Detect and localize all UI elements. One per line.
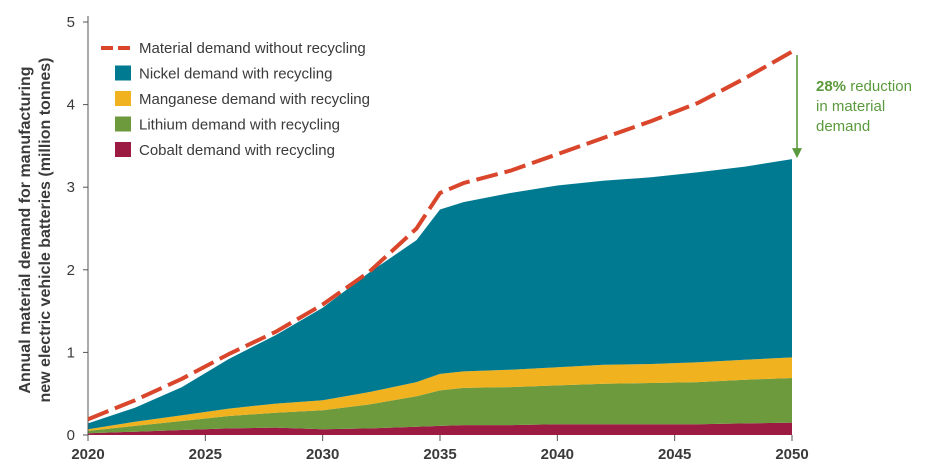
annotation-line-2: in material: [816, 98, 885, 115]
area-nickel: [88, 159, 792, 430]
y-axis-label: Annual material demand for manufacturing…: [17, 58, 54, 403]
y-tick-label: 5: [67, 14, 75, 31]
legend-swatch-cobalt: [115, 142, 131, 157]
y-axis-label-line: Annual material demand for manufacturing: [17, 66, 34, 393]
legend-entry-label: Nickel demand with recycling: [139, 66, 332, 83]
legend-swatch-manganese: [115, 91, 131, 106]
area-cobalt: [88, 422, 792, 435]
area-manganese: [88, 357, 792, 431]
legend-entry-label: Cobalt demand with recycling: [139, 142, 335, 159]
area-lithium: [88, 378, 792, 434]
reduction-annotation: 28% reduction in material demand: [792, 55, 912, 159]
y-tick-label: 3: [67, 179, 75, 196]
legend-entry-label: Manganese demand with recycling: [139, 91, 370, 108]
legend: Material demand without recycling Nickel …: [101, 40, 370, 159]
x-tick-label: 2020: [71, 446, 104, 463]
axes: 0 1 2 3 4 5 2020 2025 2030 2035 2040 2045 2050: [67, 14, 809, 463]
y-tick-label: 0: [67, 427, 75, 444]
x-tick-label: 2025: [189, 446, 222, 463]
no-recycling-line: [87, 49, 793, 422]
legend-entry-label: Material demand without recycling: [139, 40, 366, 57]
legend-swatch-nickel: [115, 65, 131, 81]
y-tick-label: 1: [67, 344, 75, 361]
x-tick-label: 2035: [423, 446, 456, 463]
legend-entry-label: Lithium demand with recycling: [139, 117, 340, 134]
x-tick-label: 2030: [306, 446, 339, 463]
line-material-demand-without-recycling: [87, 49, 793, 422]
x-tick-label: 2040: [541, 446, 574, 463]
y-axis-label-line: new electric vehicle batteries (million …: [37, 58, 54, 403]
reduction-arrow-head: [792, 148, 802, 159]
y-tick-label: 4: [67, 97, 75, 114]
x-tick-label: 2050: [775, 446, 808, 463]
legend-swatch-lithium: [115, 116, 131, 132]
annotation-reduction-word: reduction: [846, 78, 912, 95]
y-tick-label: 2: [67, 262, 75, 279]
stacked-areas: [88, 159, 792, 435]
annotation-line-1: 28% reduction: [816, 78, 912, 95]
annotation-percentage: 28%: [816, 78, 846, 95]
x-tick-label: 2045: [658, 446, 691, 463]
annotation-line-3: demand: [816, 118, 870, 135]
